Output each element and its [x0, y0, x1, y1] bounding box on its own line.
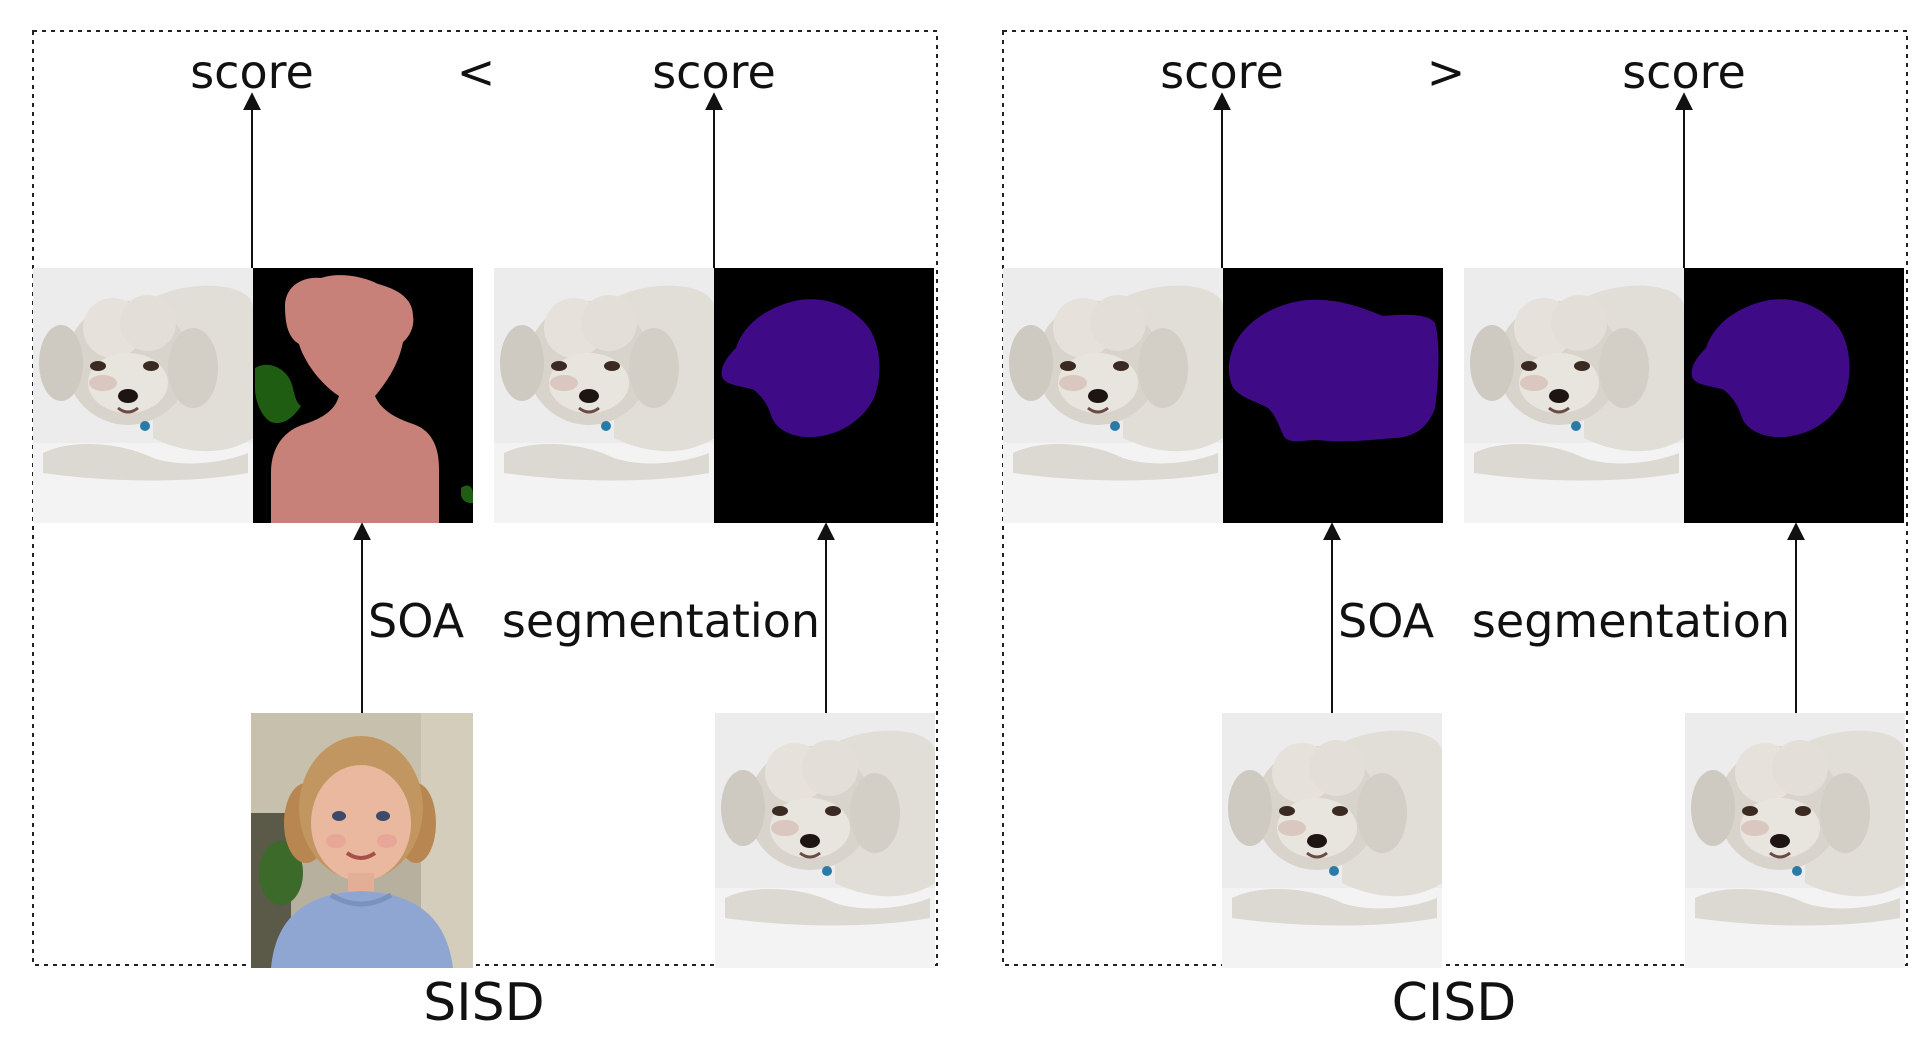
cisd-soa-dog-mask: [1223, 268, 1443, 523]
sisd-panel: score < score SOA segmentation SISD: [32, 30, 938, 1033]
sisd-panel-border: [32, 30, 938, 966]
cisd-input-dog-photo-left: [1221, 713, 1443, 968]
sisd-comparator: <: [457, 45, 496, 99]
cisd-right-score-label: score: [1622, 45, 1746, 99]
sisd-left-pair-dog-photo: [33, 268, 253, 523]
sisd-soa-label: SOA: [368, 594, 465, 648]
cisd-segmentation-mask: [1684, 268, 1904, 523]
cisd-segmentation-label: segmentation: [1472, 594, 1790, 648]
cisd-caption: CISD: [1392, 973, 1517, 1033]
sisd-input-dog-photo: [714, 713, 936, 968]
cisd-left-pair-dog-photo: [1003, 268, 1223, 523]
sisd-input-girl-photo: [251, 713, 473, 968]
sisd-segmentation-label: segmentation: [502, 594, 820, 648]
sisd-soa-person-mask: [253, 268, 473, 523]
cisd-input-dog-photo-right: [1684, 713, 1906, 968]
cisd-panel: score > score SOA segmentation CISD: [1002, 30, 1908, 1033]
sisd-segmentation-mask: [714, 268, 934, 523]
sisd-left-score-label: score: [190, 45, 314, 99]
sisd-caption: SISD: [423, 973, 544, 1033]
cisd-panel-border: [1002, 30, 1908, 966]
cisd-comparator: >: [1427, 45, 1466, 99]
cisd-soa-label: SOA: [1338, 594, 1435, 648]
sisd-right-score-label: score: [652, 45, 776, 99]
cisd-right-pair-dog-photo: [1464, 268, 1684, 523]
cisd-left-score-label: score: [1160, 45, 1284, 99]
sisd-right-pair-dog-photo: [494, 268, 714, 523]
